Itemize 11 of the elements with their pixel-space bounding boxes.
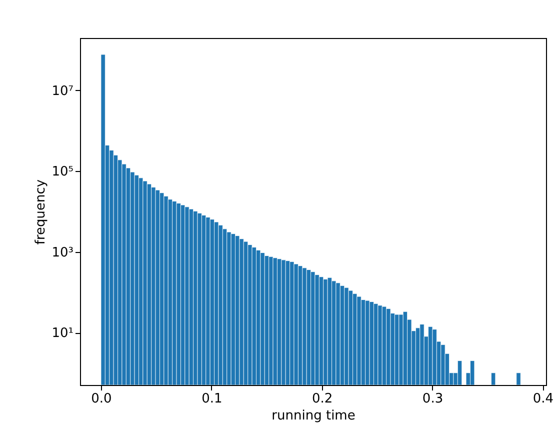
x-tick-label: 0.1 bbox=[202, 392, 222, 406]
y-tick-label: 10⁵ bbox=[52, 164, 74, 180]
x-axis-title: running time bbox=[272, 408, 356, 424]
x-tick-label: 0.4 bbox=[532, 392, 554, 406]
x-tick-label: 0.3 bbox=[422, 392, 444, 406]
x-tick-label: 0.0 bbox=[91, 392, 112, 406]
y-axis-title: frequency bbox=[34, 179, 49, 245]
y-tick-label: 10³ bbox=[52, 245, 74, 260]
x-tick-label: 0.2 bbox=[312, 392, 333, 406]
y-tick-label: 10⁷ bbox=[52, 84, 74, 99]
y-tick-label: 10¹ bbox=[52, 326, 74, 342]
